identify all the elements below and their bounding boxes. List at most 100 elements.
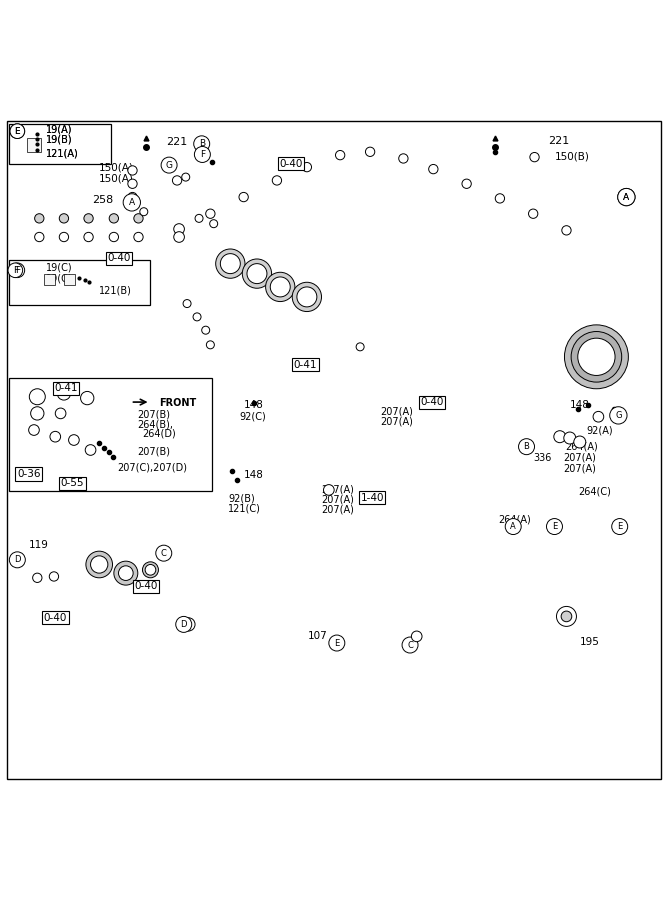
Circle shape xyxy=(578,338,615,375)
Text: 19(C): 19(C) xyxy=(46,263,73,273)
Text: 1-40: 1-40 xyxy=(360,493,384,503)
Circle shape xyxy=(593,411,604,422)
Text: 207(A): 207(A) xyxy=(380,417,413,427)
Circle shape xyxy=(618,188,635,206)
Text: 207(A): 207(A) xyxy=(321,485,354,495)
Text: C: C xyxy=(161,549,167,558)
FancyBboxPatch shape xyxy=(27,139,41,152)
Circle shape xyxy=(302,163,311,172)
Text: 207(A): 207(A) xyxy=(563,453,596,463)
Circle shape xyxy=(220,254,240,274)
Circle shape xyxy=(175,616,191,633)
Circle shape xyxy=(55,408,66,418)
Circle shape xyxy=(518,438,534,454)
Text: 0-40: 0-40 xyxy=(107,253,131,264)
Text: D: D xyxy=(181,620,187,629)
Circle shape xyxy=(35,232,44,242)
Circle shape xyxy=(29,425,39,436)
Circle shape xyxy=(183,300,191,308)
Polygon shape xyxy=(17,413,87,464)
Polygon shape xyxy=(585,407,620,427)
Circle shape xyxy=(128,193,137,202)
Circle shape xyxy=(206,341,214,349)
Text: 207(A): 207(A) xyxy=(380,407,413,417)
Circle shape xyxy=(402,637,418,653)
Circle shape xyxy=(336,150,345,160)
Text: 19(B): 19(B) xyxy=(46,135,73,145)
FancyBboxPatch shape xyxy=(64,274,75,285)
Text: 121(A): 121(A) xyxy=(46,148,79,158)
Circle shape xyxy=(561,611,572,622)
Text: 0-40: 0-40 xyxy=(134,581,157,591)
Circle shape xyxy=(9,552,25,568)
Text: 92(A): 92(A) xyxy=(586,425,613,435)
Circle shape xyxy=(123,194,141,211)
Text: E: E xyxy=(15,127,20,136)
Circle shape xyxy=(84,232,93,242)
Circle shape xyxy=(242,259,271,288)
Text: 207(A): 207(A) xyxy=(321,495,354,505)
Text: 264(C): 264(C) xyxy=(578,486,612,496)
Text: 150(A): 150(A) xyxy=(99,174,134,184)
Circle shape xyxy=(564,432,576,444)
Circle shape xyxy=(323,484,334,495)
Circle shape xyxy=(564,325,628,389)
Polygon shape xyxy=(213,149,580,310)
FancyBboxPatch shape xyxy=(7,122,661,778)
Text: 150(B): 150(B) xyxy=(554,151,590,161)
Circle shape xyxy=(109,213,119,223)
Text: 148: 148 xyxy=(243,400,263,410)
Text: 19(C): 19(C) xyxy=(46,274,73,284)
Text: 0-41: 0-41 xyxy=(293,360,317,370)
Circle shape xyxy=(618,188,635,206)
Polygon shape xyxy=(329,411,376,418)
Circle shape xyxy=(69,435,79,446)
FancyBboxPatch shape xyxy=(9,124,111,164)
Text: 195: 195 xyxy=(580,636,600,647)
Text: 0-36: 0-36 xyxy=(17,469,41,479)
Circle shape xyxy=(173,224,184,234)
Circle shape xyxy=(297,287,317,307)
Text: 336: 336 xyxy=(533,453,552,463)
Circle shape xyxy=(201,326,209,334)
Text: G: G xyxy=(165,160,173,169)
Text: 92(B): 92(B) xyxy=(228,493,255,504)
Text: 19(A): 19(A) xyxy=(46,125,73,135)
Text: C: C xyxy=(407,641,413,650)
Circle shape xyxy=(35,213,44,223)
Circle shape xyxy=(128,166,137,176)
Polygon shape xyxy=(257,390,287,410)
Text: 264(A): 264(A) xyxy=(565,442,598,452)
Text: E: E xyxy=(617,522,622,531)
Circle shape xyxy=(114,562,138,585)
Circle shape xyxy=(505,518,521,535)
Circle shape xyxy=(86,551,113,578)
Text: 121(B): 121(B) xyxy=(99,285,132,295)
Text: 264(B),: 264(B), xyxy=(137,419,173,429)
Circle shape xyxy=(31,407,44,420)
Circle shape xyxy=(194,147,210,163)
Circle shape xyxy=(556,607,576,626)
Text: 207(B): 207(B) xyxy=(137,410,170,419)
FancyBboxPatch shape xyxy=(9,260,151,305)
Circle shape xyxy=(81,392,94,405)
Circle shape xyxy=(554,431,566,443)
Polygon shape xyxy=(185,264,360,425)
Circle shape xyxy=(195,214,203,222)
Text: 264(A): 264(A) xyxy=(498,515,532,525)
Circle shape xyxy=(272,176,281,185)
Text: 0-55: 0-55 xyxy=(61,478,84,489)
Circle shape xyxy=(562,226,571,235)
Circle shape xyxy=(356,343,364,351)
Text: A: A xyxy=(510,522,516,531)
Text: 0-41: 0-41 xyxy=(54,383,77,393)
Circle shape xyxy=(571,331,622,382)
Circle shape xyxy=(612,518,628,535)
Text: A: A xyxy=(623,193,630,202)
Circle shape xyxy=(610,407,627,424)
Circle shape xyxy=(91,556,108,573)
Circle shape xyxy=(50,431,61,442)
Circle shape xyxy=(574,436,586,448)
Text: D: D xyxy=(14,555,21,564)
Text: E: E xyxy=(15,127,20,136)
